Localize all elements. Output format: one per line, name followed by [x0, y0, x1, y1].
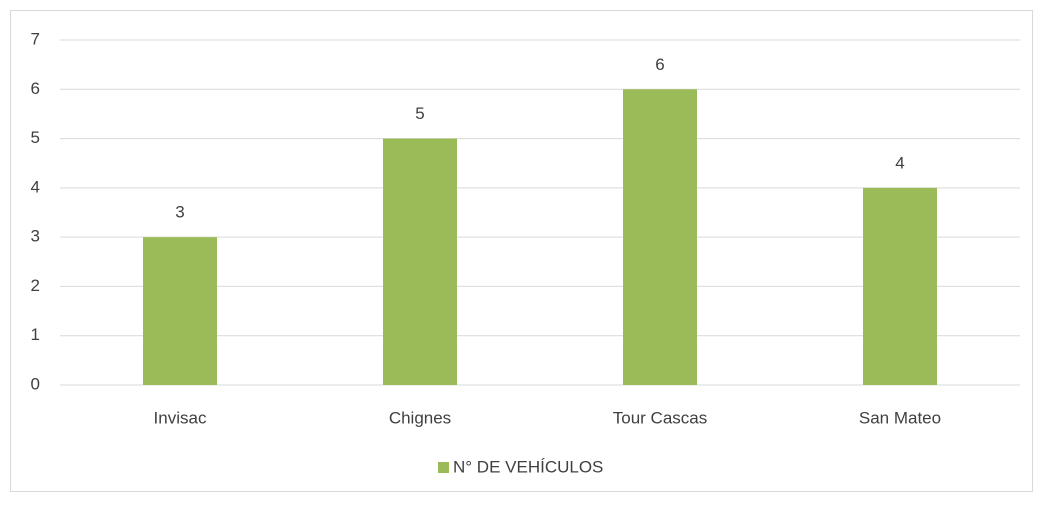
- data-label: 6: [655, 55, 664, 74]
- bar: [863, 187, 937, 385]
- legend-label: N° DE VEHÍCULOS: [453, 457, 603, 476]
- y-tick-label: 2: [31, 276, 40, 295]
- y-tick-label: 5: [31, 128, 40, 147]
- x-tick-label: Tour Cascas: [613, 408, 707, 427]
- x-tick-label: Chignes: [389, 408, 451, 427]
- y-tick-label: 6: [31, 79, 40, 98]
- data-label: 5: [415, 104, 424, 123]
- bar: [383, 138, 457, 385]
- y-tick-label: 4: [31, 177, 40, 196]
- data-label: 3: [175, 203, 184, 222]
- y-tick-label: 0: [31, 374, 40, 393]
- legend-swatch: [438, 462, 449, 473]
- x-tick-label: Invisac: [154, 408, 207, 427]
- y-tick-label: 1: [31, 325, 40, 344]
- y-tick-label: 7: [31, 29, 40, 48]
- bar: [623, 89, 697, 386]
- data-label: 4: [895, 153, 904, 172]
- y-tick-label: 3: [31, 227, 40, 246]
- x-tick-label: San Mateo: [859, 408, 941, 427]
- bar: [143, 237, 217, 385]
